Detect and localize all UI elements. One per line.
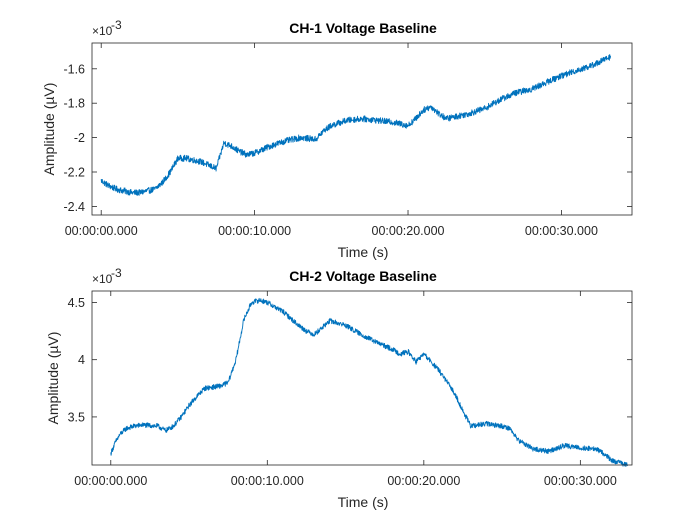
chart-1-exponent-power: -3 (111, 18, 122, 32)
chart-2-exponent-base: ×10 (92, 272, 113, 286)
chart-1-y-tick-label: -1.6 (63, 62, 85, 76)
chart-2-x-tick-label: 00:00:00.000 (74, 474, 147, 488)
chart-2-y-tick-label: 4.5 (68, 296, 85, 310)
chart-2-y-ticks: 3.5 4 4.5 (68, 296, 632, 424)
chart-2-x-tick-label: 00:00:30.000 (544, 474, 617, 488)
chart-1-axes-box (91, 42, 633, 216)
chart-1-y-label: Amplitude (µV) (41, 83, 57, 176)
chart-2-x-tick-label: 00:00:20.000 (387, 474, 460, 488)
chart-2-y-tick-label: 3.5 (68, 410, 85, 424)
chart-2-y-label: Amplitude (µV) (45, 332, 61, 425)
chart-2-plot-area (92, 291, 632, 465)
chart-2-exponent: ×10 -3 (92, 266, 122, 286)
chart-2-line-group (110, 297, 628, 468)
chart-1: CH-1 Voltage Baseline ×10 -3 00:00:00.00… (41, 18, 633, 260)
chart-2: CH-2 Voltage Baseline ×10 -3 00:00:00.00… (45, 266, 633, 510)
chart-1-x-tick-label: 00:00:20.000 (372, 224, 445, 238)
chart-1-title: CH-1 Voltage Baseline (289, 20, 437, 36)
chart-1-plot-area (92, 43, 632, 215)
chart-1-exponent: ×10 -3 (92, 18, 122, 38)
chart-2-x-tick-label: 00:00:10.000 (231, 474, 304, 488)
chart-1-y-tick-label: -2.2 (63, 166, 85, 180)
chart-1-x-tick-label: 00:00:30.000 (525, 224, 598, 238)
chart-1-x-label: Time (s) (338, 244, 389, 260)
chart-1-y-tick-label: -1.8 (63, 97, 85, 111)
chart-1-x-ticks: 00:00:00.000 00:00:10.000 00:00:20.000 00:0… (65, 43, 598, 238)
chart-1-series-line (100, 54, 611, 196)
chart-2-x-ticks: 00:00:00.000 00:00:10.000 00:00:20.000 00:0… (74, 291, 617, 488)
chart-1-exponent-base: ×10 (92, 24, 113, 38)
chart-2-exponent-power: -3 (111, 266, 122, 280)
chart-1-y-tick-label: -2.4 (63, 200, 85, 214)
chart-2-title: CH-2 Voltage Baseline (289, 268, 437, 284)
chart-1-line-group (100, 54, 611, 196)
chart-1-x-tick-label: 00:00:10.000 (218, 224, 291, 238)
chart-2-x-label: Time (s) (338, 494, 389, 510)
chart-2-series-line (110, 297, 628, 468)
chart-1-x-tick-label: 00:00:00.000 (65, 224, 138, 238)
chart-1-y-ticks: -2.4 -2.2 -2 -1.8 -1.6 (63, 62, 632, 214)
chart-2-y-tick-label: 4 (78, 353, 85, 367)
chart-1-y-tick-label: -2 (74, 131, 85, 145)
chart-2-axes-box (91, 290, 633, 466)
